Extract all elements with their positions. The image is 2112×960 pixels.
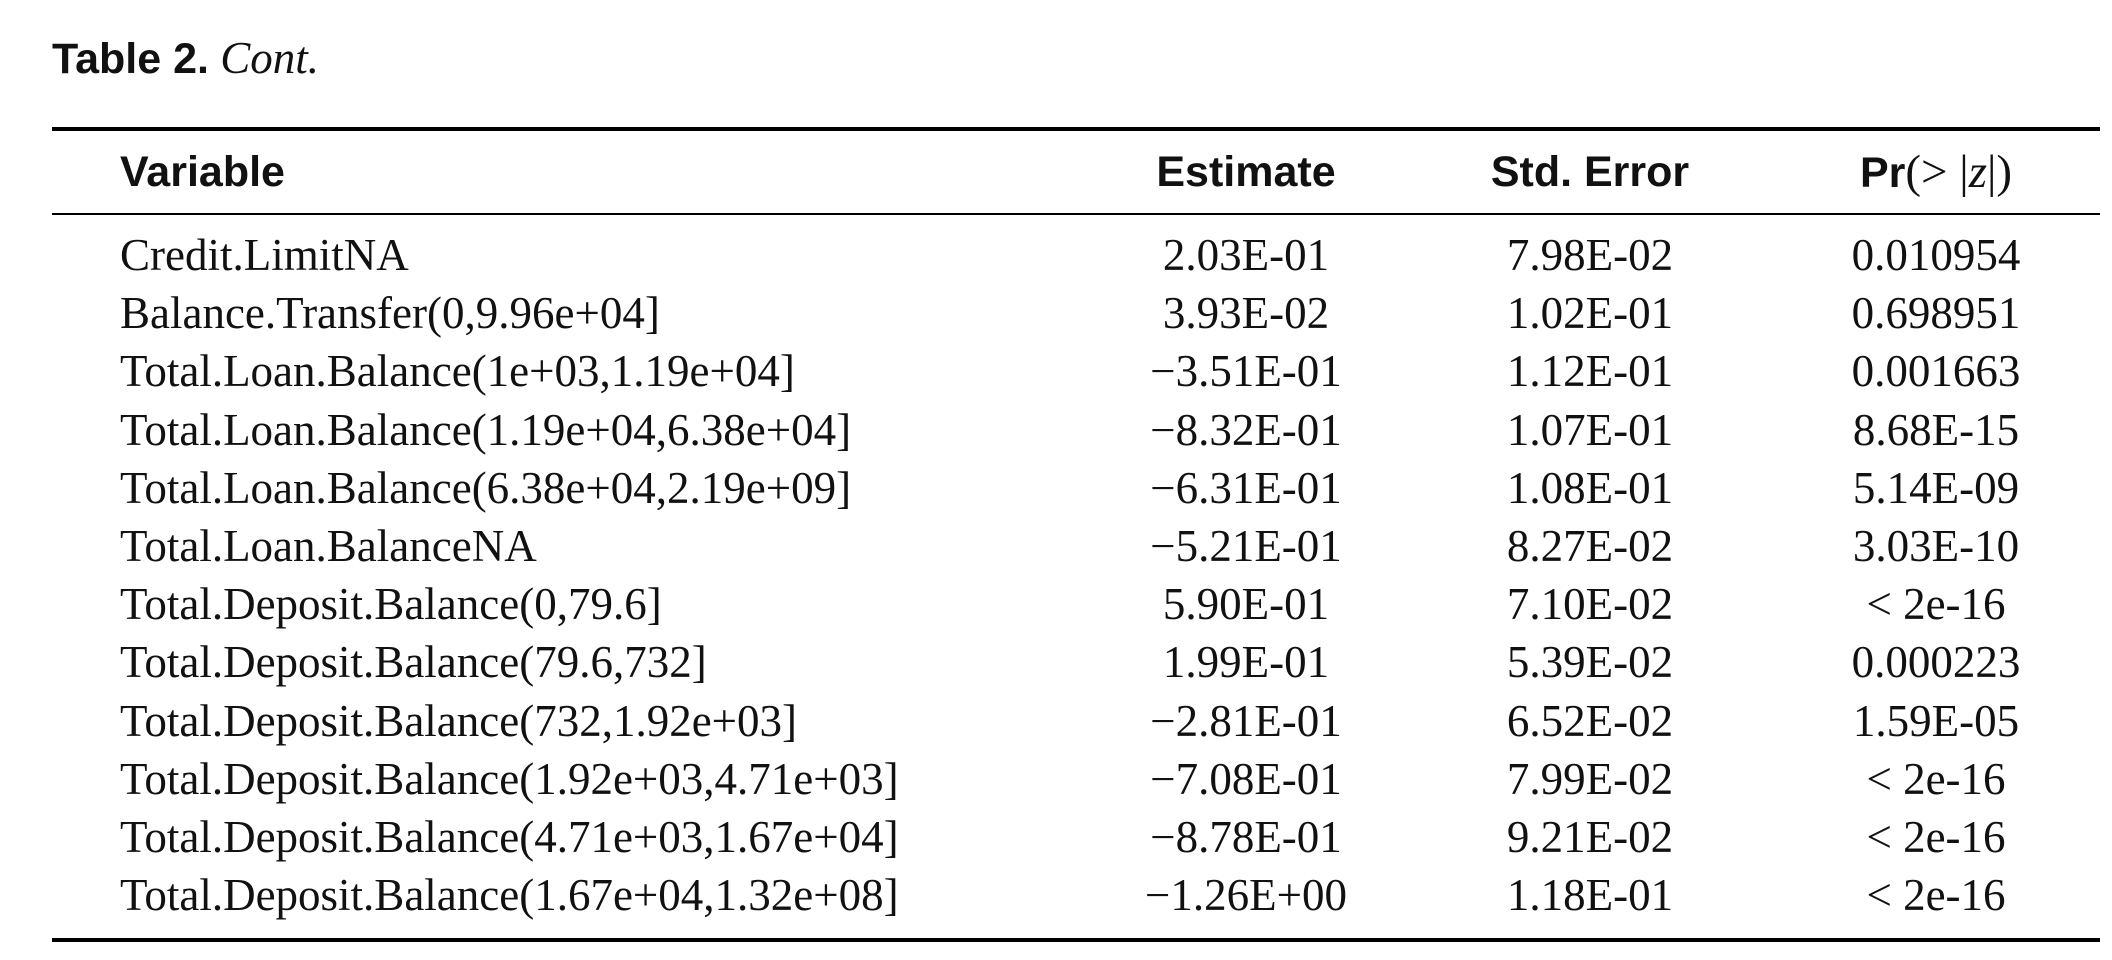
cell-std-error: 9.21E-02 (1506, 811, 1674, 862)
table-row: Total.Loan.Balance(1e+03,1.19e+04] −3.51E… (0, 342, 2112, 400)
cell-variable: Total.Deposit.Balance(1.92e+03,4.71e+03] (120, 753, 899, 804)
cell-p-value: 8.68E-15 (1852, 404, 2020, 455)
p-value-header-math: (> |z|) (1905, 146, 2012, 198)
cell-variable: Total.Deposit.Balance(1.67e+04,1.32e+08] (120, 870, 899, 921)
cell-variable: Total.Deposit.Balance(0,79.6] (120, 579, 662, 630)
table-header-rule (52, 213, 2100, 215)
table-row: Total.Deposit.Balance(1.67e+04,1.32e+08]… (0, 866, 2112, 924)
cell-variable: Total.Deposit.Balance(732,1.92e+03] (120, 695, 798, 746)
cell-variable: Balance.Transfer(0,9.96e+04] (120, 288, 660, 339)
p-value-header-prefix: Pr (1859, 149, 1906, 197)
cell-estimate: −7.08E-01 (1150, 753, 1342, 804)
cell-p-value: < 2e-16 (1866, 811, 2006, 862)
cell-estimate: 3.93E-02 (1162, 288, 1330, 339)
cell-variable: Total.Deposit.Balance(79.6,732] (120, 637, 707, 688)
table-caption-suffix: Cont. (220, 33, 319, 83)
p-value-header-open: (> | (1905, 146, 1969, 198)
cell-estimate: −2.81E-01 (1150, 695, 1342, 746)
column-header-variable: Variable (120, 148, 285, 196)
cell-variable: Total.Deposit.Balance(4.71e+03,1.67e+04] (120, 811, 899, 862)
cell-std-error: 1.12E-01 (1506, 346, 1674, 397)
p-value-header-close: |) (1986, 146, 2013, 198)
cell-std-error: 7.10E-02 (1506, 579, 1674, 630)
cell-estimate: −5.21E-01 (1150, 520, 1342, 571)
table-row: Balance.Transfer(0,9.96e+04] 3.93E-02 1.02… (0, 284, 2112, 342)
cell-p-value: < 2e-16 (1866, 870, 2006, 921)
cell-p-value: 0.001663 (1851, 346, 2021, 397)
cell-estimate: −1.26E+00 (1145, 870, 1347, 921)
p-value-header-var: z (1968, 146, 1987, 198)
cell-std-error: 1.08E-01 (1506, 462, 1674, 513)
cell-p-value: 1.59E-05 (1852, 695, 2020, 746)
cell-estimate: −6.31E-01 (1150, 462, 1342, 513)
cell-std-error: 1.07E-01 (1506, 404, 1674, 455)
table-top-rule (52, 127, 2100, 131)
cell-variable: Total.Loan.Balance(6.38e+04,2.19e+09] (120, 462, 852, 513)
table-row: Total.Loan.Balance(1.19e+04,6.38e+04] −8.… (0, 401, 2112, 459)
cell-p-value: < 2e-16 (1866, 753, 2006, 804)
table-row: Total.Deposit.Balance(4.71e+03,1.67e+04]… (0, 808, 2112, 866)
cell-p-value: < 2e-16 (1866, 579, 2006, 630)
table-row: Total.Deposit.Balance(1.92e+03,4.71e+03]… (0, 750, 2112, 808)
column-header-estimate: Estimate (1156, 148, 1336, 196)
table-body: Credit.LimitNA 2.03E-01 7.98E-02 0.010954 Ba… (0, 226, 2112, 924)
cell-std-error: 5.39E-02 (1506, 637, 1674, 688)
cell-variable: Total.Loan.Balance(1e+03,1.19e+04] (120, 346, 795, 397)
table-caption: Table 2. Cont. (52, 28, 319, 89)
cell-std-error: 7.99E-02 (1506, 753, 1674, 804)
cell-p-value: 5.14E-09 (1852, 462, 2020, 513)
cell-variable: Total.Loan.BalanceNA (120, 520, 537, 571)
cell-estimate: −8.78E-01 (1150, 811, 1342, 862)
cell-std-error: 1.02E-01 (1506, 288, 1674, 339)
cell-std-error: 7.98E-02 (1506, 230, 1674, 280)
cell-variable: Total.Loan.Balance(1.19e+04,6.38e+04] (120, 404, 852, 455)
table-row: Total.Deposit.Balance(732,1.92e+03] −2.81… (0, 692, 2112, 750)
table-row: Total.Loan.BalanceNA −5.21E-01 8.27E-02 3.0… (0, 517, 2112, 575)
cell-std-error: 8.27E-02 (1506, 520, 1674, 571)
cell-variable: Credit.LimitNA (120, 230, 409, 280)
cell-estimate: 2.03E-01 (1162, 230, 1330, 280)
cell-estimate: 5.90E-01 (1162, 579, 1330, 630)
cell-estimate: 1.99E-01 (1162, 637, 1330, 688)
table-row: Total.Deposit.Balance(79.6,732] 1.99E-01 5… (0, 633, 2112, 691)
cell-std-error: 6.52E-02 (1506, 695, 1674, 746)
cell-p-value: 0.698951 (1851, 288, 2021, 339)
column-header-std-error: Std. Error (1490, 148, 1690, 196)
table-row: Total.Loan.Balance(6.38e+04,2.19e+09] −6.… (0, 459, 2112, 517)
table-row: Credit.LimitNA 2.03E-01 7.98E-02 0.010954 (0, 226, 2112, 284)
column-header-p-value: Pr(> |z|) (1860, 142, 2012, 202)
cell-p-value: 3.03E-10 (1852, 520, 2020, 571)
cell-std-error: 1.18E-01 (1506, 870, 1674, 921)
cell-estimate: −3.51E-01 (1150, 346, 1342, 397)
cell-p-value: 0.010954 (1851, 230, 2021, 280)
table-bottom-rule (52, 938, 2100, 942)
table-caption-label: Table 2. (52, 35, 209, 83)
cell-p-value: 0.000223 (1851, 637, 2021, 688)
table-row: Total.Deposit.Balance(0,79.6] 5.90E-01 7.1… (0, 575, 2112, 633)
cell-estimate: −8.32E-01 (1150, 404, 1342, 455)
